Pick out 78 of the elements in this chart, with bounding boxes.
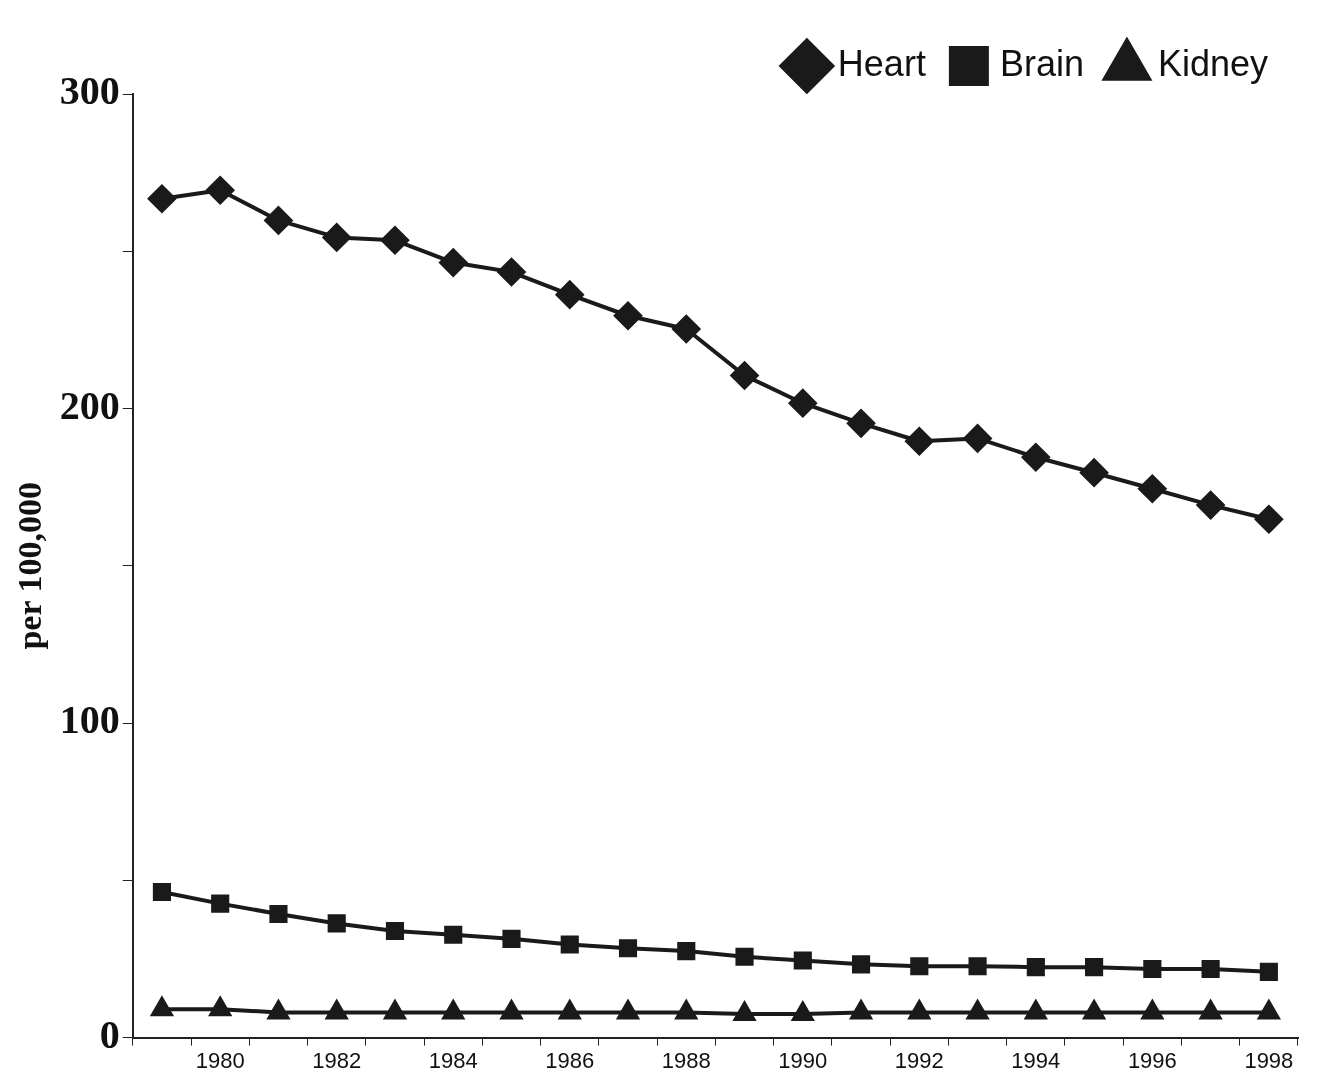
point (1083, 1000, 1105, 1020)
x-tick-label: 1980 (195, 1047, 245, 1073)
point (614, 301, 643, 330)
x-tick-label: 1994 (1011, 1047, 1061, 1073)
point (1199, 1000, 1222, 1020)
point (730, 361, 759, 390)
point (211, 894, 230, 913)
point (1201, 959, 1220, 979)
point (1085, 958, 1104, 977)
legend-label: Kidney (1157, 42, 1268, 84)
point (264, 206, 293, 235)
point (384, 1000, 406, 1020)
point (555, 280, 584, 309)
point (559, 1000, 581, 1020)
x-tick-label: 1990 (778, 1047, 828, 1073)
x-tick-label: 1996 (1127, 1047, 1177, 1073)
point (793, 951, 812, 970)
point (497, 258, 526, 287)
point (444, 925, 463, 944)
point (502, 929, 521, 948)
point (206, 176, 235, 205)
point (439, 248, 468, 277)
point (1259, 962, 1278, 981)
point (792, 1002, 814, 1022)
point (618, 939, 638, 958)
point (1021, 443, 1050, 472)
point (152, 882, 171, 902)
point (1026, 958, 1045, 977)
point (209, 997, 231, 1017)
point (442, 1000, 464, 1020)
point (1025, 1000, 1047, 1020)
point (850, 1000, 872, 1020)
point (735, 947, 754, 966)
point (1143, 959, 1162, 979)
y-tick-label: 200 (59, 382, 120, 428)
y-tick-label: 0 (99, 1011, 120, 1057)
point (905, 427, 934, 456)
x-tick-label: 1998 (1244, 1047, 1294, 1073)
point (560, 935, 579, 954)
point (326, 1000, 348, 1020)
point (147, 184, 176, 213)
point (151, 997, 173, 1017)
point (733, 1002, 756, 1022)
point (963, 424, 992, 453)
point (966, 1000, 989, 1020)
point (908, 1000, 930, 1020)
point (968, 957, 987, 976)
x-tick-label: 1982 (312, 1047, 362, 1073)
point (672, 314, 701, 343)
point (1258, 1000, 1280, 1020)
y-tick-label: 100 (59, 697, 120, 743)
point (267, 1000, 290, 1020)
point (327, 914, 346, 933)
point (1254, 505, 1283, 534)
point (1196, 491, 1225, 520)
point (675, 1000, 697, 1020)
point (385, 921, 405, 941)
x-tick-label: 1986 (545, 1047, 595, 1073)
point (1141, 1000, 1164, 1020)
point (322, 223, 351, 252)
point (851, 955, 871, 974)
y-tick-label: 300 (59, 68, 120, 114)
x-tick-label: 1988 (661, 1047, 711, 1073)
point (269, 904, 288, 924)
point (788, 389, 817, 418)
y-axis-title: per 100,000 (11, 482, 49, 650)
legend-label: Heart (837, 42, 926, 84)
point (847, 409, 876, 438)
point (500, 1000, 523, 1020)
point (380, 226, 409, 255)
x-tick-label: 1984 (428, 1047, 478, 1073)
x-tick-label: 1992 (894, 1047, 944, 1073)
point (617, 1000, 639, 1020)
point (910, 957, 929, 976)
point (1080, 458, 1109, 487)
legend-label: Brain (999, 42, 1084, 84)
point (677, 942, 696, 961)
point (1138, 474, 1167, 503)
